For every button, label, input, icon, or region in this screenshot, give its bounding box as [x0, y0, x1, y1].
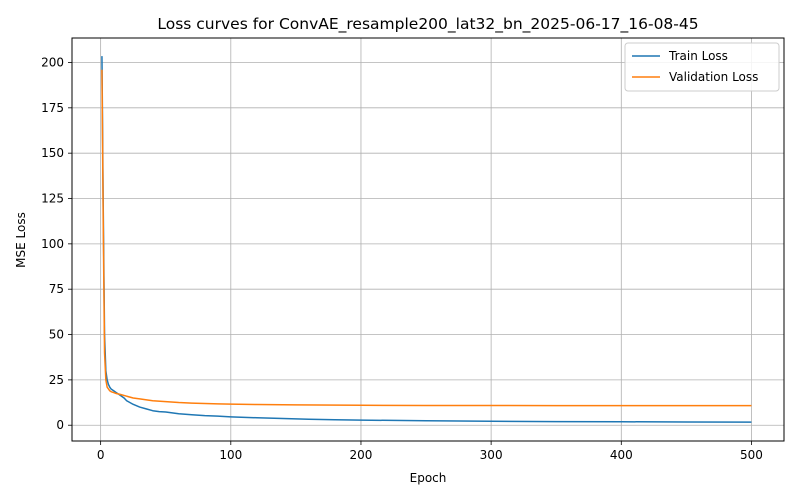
grid [72, 38, 784, 441]
y-tick-label: 0 [56, 418, 64, 432]
x-tick-label: 0 [97, 448, 105, 462]
x-tick-label: 500 [740, 448, 763, 462]
series-layer [101, 56, 752, 423]
y-tick-label: 175 [41, 101, 64, 115]
y-tick-label: 125 [41, 192, 64, 206]
plot-frame [71, 37, 785, 442]
y-tick-label: 150 [41, 146, 64, 160]
y-tick-label: 100 [41, 237, 64, 251]
y-tick-label: 75 [49, 282, 64, 296]
y-tick-label: 25 [49, 373, 64, 387]
series-line-validation-loss [101, 69, 752, 407]
legend: Train Loss Validation Loss [624, 42, 780, 92]
y-axis-label: MSE Loss [14, 212, 28, 268]
x-tick-label: 400 [610, 448, 633, 462]
legend-label: Train Loss [668, 49, 728, 63]
series-line-train-loss [101, 56, 752, 423]
x-axis-label: Epoch [410, 471, 447, 485]
axis-ticks: 0 100 200 300 400 500 0 25 50 75 100 125 150 175 200 [41, 55, 763, 462]
chart-title: Loss curves for ConvAE_resample200_lat32… [157, 15, 698, 34]
x-tick-label: 100 [219, 448, 242, 462]
x-tick-label: 300 [480, 448, 503, 462]
y-tick-label: 200 [41, 55, 64, 69]
y-tick-label: 50 [49, 328, 64, 342]
x-tick-label: 200 [350, 448, 373, 462]
legend-label: Validation Loss [669, 70, 758, 84]
legend-box [624, 42, 780, 92]
